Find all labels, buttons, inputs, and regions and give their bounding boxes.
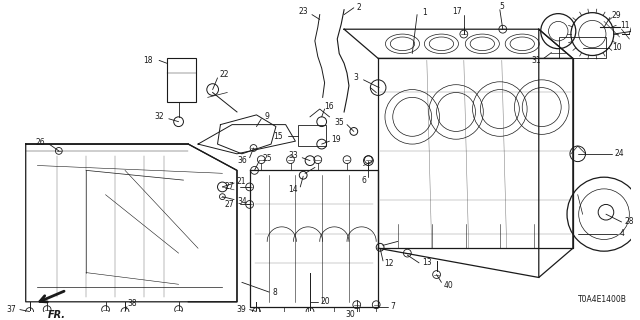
Text: 12: 12 [384, 259, 394, 268]
Text: 28: 28 [625, 218, 634, 227]
Text: 6: 6 [362, 176, 367, 185]
Text: 2: 2 [356, 3, 362, 12]
Text: 8: 8 [272, 288, 276, 297]
Text: 32: 32 [154, 112, 164, 121]
Text: 5: 5 [500, 2, 505, 11]
Text: 1: 1 [422, 8, 427, 17]
Text: 21: 21 [237, 177, 246, 186]
Text: 3: 3 [354, 73, 358, 82]
Text: FR.: FR. [48, 309, 66, 320]
Bar [559, 37, 606, 59]
Text: 19: 19 [332, 135, 341, 144]
Text: 27: 27 [225, 200, 234, 209]
Text: 13: 13 [422, 258, 431, 268]
Text: 37: 37 [6, 305, 16, 314]
Text: 26: 26 [36, 138, 45, 147]
Text: 16: 16 [324, 102, 334, 111]
Bar [298, 124, 326, 146]
Text: 9: 9 [264, 112, 269, 121]
Bar [167, 59, 196, 102]
Text: 18: 18 [143, 56, 152, 65]
Text: 4: 4 [620, 229, 625, 238]
Text: 35: 35 [334, 118, 344, 127]
Text: 10: 10 [612, 43, 621, 52]
Text: 27: 27 [225, 182, 234, 191]
Text: 30: 30 [345, 310, 355, 319]
Text: 24: 24 [615, 149, 625, 158]
Text: 11: 11 [620, 21, 629, 30]
Text: 7: 7 [391, 302, 396, 311]
Text: 33: 33 [289, 151, 298, 160]
Text: 15: 15 [273, 132, 283, 141]
Text: 23: 23 [298, 7, 308, 16]
Text: 39: 39 [236, 305, 246, 314]
Text: 36: 36 [237, 156, 247, 165]
Text: 34: 34 [237, 197, 247, 206]
Text: 40: 40 [444, 281, 453, 290]
Text: 38: 38 [127, 299, 136, 308]
Text: T0A4E1400B: T0A4E1400B [577, 295, 627, 304]
Text: 29: 29 [612, 11, 621, 20]
Text: 14: 14 [288, 185, 298, 194]
Text: 22: 22 [220, 70, 229, 79]
Text: 17: 17 [452, 7, 462, 16]
Text: 31: 31 [531, 56, 541, 65]
Text: 20: 20 [321, 297, 330, 306]
Text: 25: 25 [262, 154, 272, 163]
